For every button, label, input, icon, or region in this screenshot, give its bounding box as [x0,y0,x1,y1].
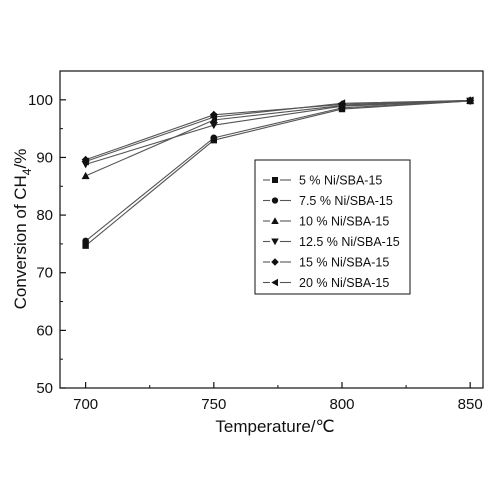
x-tick-label: 800 [329,396,354,413]
data-point [82,242,89,249]
series-line [85,99,471,163]
series-line [85,99,471,177]
plot-frame [59,70,484,389]
legend-marker [271,258,279,266]
data-point [210,134,218,142]
y-tick-label: 80 [36,207,53,224]
y-tick-label: 70 [36,265,53,282]
y-tick-label: 100 [28,92,53,109]
legend-marker [271,217,279,224]
data-point [338,99,346,108]
legend-box [254,159,411,295]
x-tick-label: 700 [73,396,98,413]
legend-label: 10 % Ni/SBA-15 [299,215,389,229]
y-tick-label: 60 [36,322,53,339]
legend-label: 20 % Ni/SBA-15 [299,276,389,290]
series-line [85,100,471,165]
legend-marker [271,238,279,246]
data-point [209,113,218,122]
x-axis-title: Temperature/℃ [215,417,334,436]
x-tick-label: 750 [201,396,226,413]
y-tick-label: 90 [36,149,53,166]
data-point [209,115,218,124]
axis-ticks: 50 60 70 80 90 100 700 750 800 850 [28,92,483,413]
legend-label: 5 % Ni/SBA-15 [299,174,382,188]
series-markers [81,96,475,249]
legend-marker [271,197,279,204]
data-point [81,157,89,166]
legend-items: 5 % Ni/SBA-15 7.5 % Ni/SBA-15 10 % Ni/SBA-… [263,174,400,290]
x-tick-label: 850 [458,396,483,413]
data-point [466,96,474,105]
legend-label: 12.5 % Ni/SBA-15 [299,235,400,249]
series-line [85,100,471,242]
legend-label: 7.5 % Ni/SBA-15 [299,194,393,208]
data-point [209,121,218,130]
series-lines [85,99,471,247]
legend-label: 15 % Ni/SBA-15 [299,256,389,270]
legend-marker [272,177,278,183]
y-axis-title: Conversion of CH4/% [11,149,34,310]
legend-marker [271,278,278,287]
series-line [85,99,471,161]
data-point [82,237,89,245]
y-tick-label: 50 [36,380,53,397]
data-point [81,171,90,180]
series-line [85,100,471,247]
